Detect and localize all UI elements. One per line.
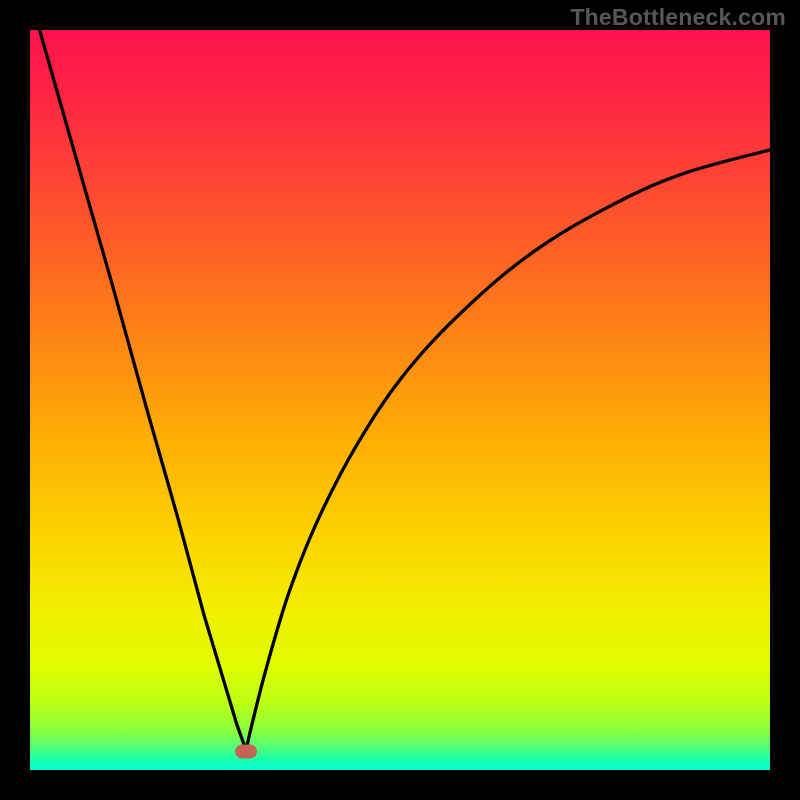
plot-area	[30, 30, 770, 770]
minimum-marker	[235, 745, 257, 759]
chart-frame: TheBottleneck.com	[0, 0, 800, 800]
watermark-text: TheBottleneck.com	[570, 4, 786, 31]
bottleneck-curve	[40, 30, 770, 750]
curve-layer	[30, 30, 770, 770]
